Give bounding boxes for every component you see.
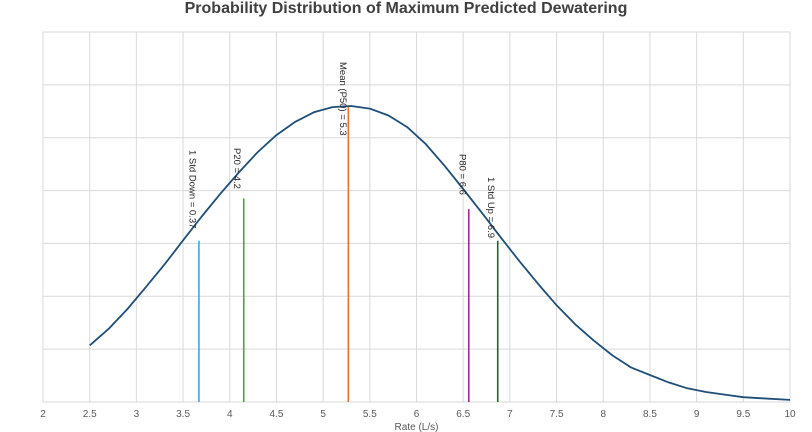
marker-label: 1 Std Up = 6.9	[485, 177, 496, 238]
marker-label: P80 = 6.6	[456, 154, 467, 195]
x-tick-label: 5.5	[363, 409, 377, 420]
chart-title: Probability Distribution of Maximum Pred…	[184, 0, 628, 17]
x-tick-label: 8	[600, 409, 606, 420]
distribution-curve	[89, 105, 791, 401]
x-tick-label: 3	[134, 409, 140, 420]
marker-labels: 1 Std Down = 0.37 P20 = 4.2 Mean (P50) = 5…	[186, 62, 496, 238]
x-tick-label: 2.5	[83, 409, 97, 420]
x-tick-label: 9.5	[736, 409, 750, 420]
x-tick-label: 6.5	[456, 409, 470, 420]
x-tick-label: 7	[507, 409, 513, 420]
series-lines	[89, 105, 791, 401]
marker-label: P20 = 4.2	[231, 148, 242, 189]
x-tick-label: 6	[414, 409, 420, 420]
marker-label: Mean (P50) = 5.3	[337, 62, 348, 136]
marker-lines	[198, 106, 499, 402]
x-tick-labels: 2 2.5 3 3.5 4 4.5 5 5.5 6 6.5 7 7.5 8 8.5 9 9.5 10	[40, 409, 796, 420]
x-tick-label: 8.5	[643, 409, 657, 420]
x-tick-label: 10	[784, 409, 796, 420]
plot-area-border	[42, 31, 791, 403]
x-tick-label: 3.5	[176, 409, 190, 420]
x-tick-label: 4	[227, 409, 233, 420]
x-tick-label: 9	[694, 409, 700, 420]
x-tick-label: 7.5	[550, 409, 564, 420]
x-tick-label: 5	[320, 409, 326, 420]
x-axis-label: Rate (L/s)	[395, 422, 439, 432]
x-tick-label: 2	[40, 409, 46, 420]
gridlines	[42, 31, 791, 403]
marker-label: 1 Std Down = 0.37	[186, 150, 197, 228]
x-tick-label: 4.5	[269, 409, 283, 420]
